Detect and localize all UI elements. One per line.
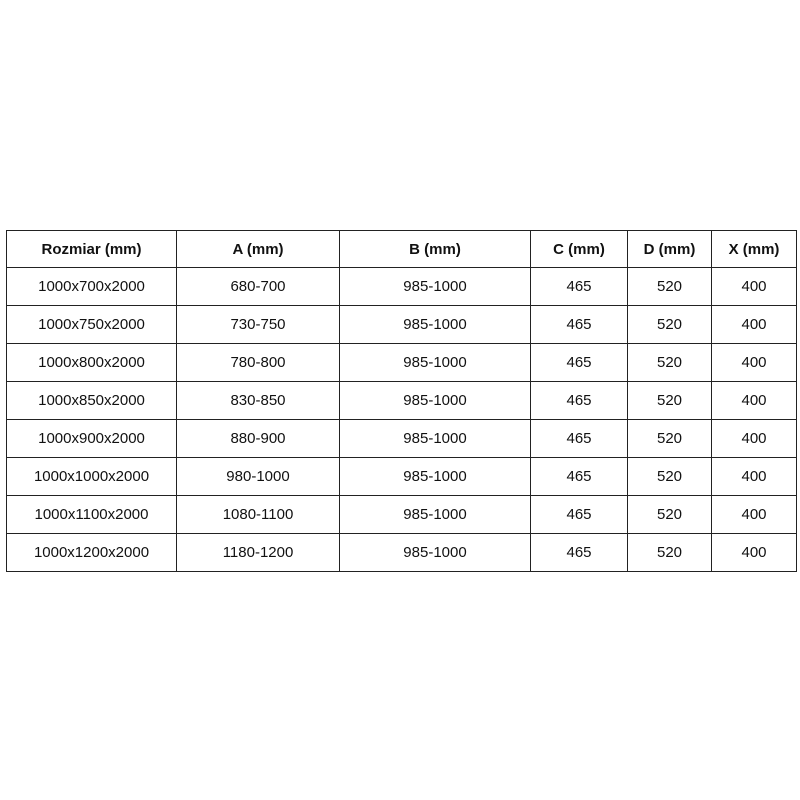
column-header-a: A (mm) xyxy=(176,230,340,268)
cell-c: 465 xyxy=(530,305,628,344)
cell-x: 400 xyxy=(711,533,797,572)
cell-size: 1000x900x2000 xyxy=(6,419,177,458)
cell-b: 985-1000 xyxy=(339,457,531,496)
cell-c: 465 xyxy=(530,533,628,572)
cell-a: 780-800 xyxy=(176,343,340,382)
table-row: 1000x750x2000 730-750 985-1000 465 520 400 xyxy=(6,305,797,344)
cell-d: 520 xyxy=(627,533,712,572)
cell-b: 985-1000 xyxy=(339,419,531,458)
cell-d: 520 xyxy=(627,343,712,382)
table-row: 1000x900x2000 880-900 985-1000 465 520 400 xyxy=(6,419,797,458)
cell-c: 465 xyxy=(530,267,628,306)
cell-b: 985-1000 xyxy=(339,305,531,344)
cell-c: 465 xyxy=(530,419,628,458)
cell-b: 985-1000 xyxy=(339,533,531,572)
cell-size: 1000x800x2000 xyxy=(6,343,177,382)
table-row: 1000x1000x2000 980-1000 985-1000 465 520 400 xyxy=(6,457,797,496)
cell-c: 465 xyxy=(530,495,628,534)
cell-d: 520 xyxy=(627,419,712,458)
column-header-size: Rozmiar (mm) xyxy=(6,230,177,268)
cell-x: 400 xyxy=(711,267,797,306)
cell-b: 985-1000 xyxy=(339,495,531,534)
cell-x: 400 xyxy=(711,419,797,458)
cell-size: 1000x1000x2000 xyxy=(6,457,177,496)
cell-x: 400 xyxy=(711,305,797,344)
cell-b: 985-1000 xyxy=(339,381,531,420)
column-header-b: B (mm) xyxy=(339,230,531,268)
cell-a: 830-850 xyxy=(176,381,340,420)
cell-a: 730-750 xyxy=(176,305,340,344)
header-row: Rozmiar (mm) A (mm) B (mm) C (mm) D (mm) X (m… xyxy=(6,230,797,268)
cell-d: 520 xyxy=(627,305,712,344)
cell-d: 520 xyxy=(627,381,712,420)
table-row: 1000x700x2000 680-700 985-1000 465 520 400 xyxy=(6,267,797,306)
cell-size: 1000x850x2000 xyxy=(6,381,177,420)
cell-x: 400 xyxy=(711,381,797,420)
cell-b: 985-1000 xyxy=(339,267,531,306)
cell-size: 1000x700x2000 xyxy=(6,267,177,306)
table-row: 1000x1100x2000 1080-1100 985-1000 465 520 400 xyxy=(6,495,797,534)
dimensions-table: Rozmiar (mm) A (mm) B (mm) C (mm) D (mm) X (m… xyxy=(6,230,797,572)
cell-size: 1000x750x2000 xyxy=(6,305,177,344)
cell-c: 465 xyxy=(530,381,628,420)
column-header-x: X (mm) xyxy=(711,230,797,268)
cell-d: 520 xyxy=(627,267,712,306)
cell-d: 520 xyxy=(627,495,712,534)
cell-d: 520 xyxy=(627,457,712,496)
cell-c: 465 xyxy=(530,457,628,496)
cell-x: 400 xyxy=(711,343,797,382)
cell-size: 1000x1200x2000 xyxy=(6,533,177,572)
table-row: 1000x800x2000 780-800 985-1000 465 520 400 xyxy=(6,343,797,382)
column-header-d: D (mm) xyxy=(627,230,712,268)
cell-x: 400 xyxy=(711,495,797,534)
cell-c: 465 xyxy=(530,343,628,382)
cell-a: 1080-1100 xyxy=(176,495,340,534)
cell-a: 1180-1200 xyxy=(176,533,340,572)
cell-b: 985-1000 xyxy=(339,343,531,382)
column-header-c: C (mm) xyxy=(530,230,628,268)
cell-x: 400 xyxy=(711,457,797,496)
cell-size: 1000x1100x2000 xyxy=(6,495,177,534)
table-row: 1000x850x2000 830-850 985-1000 465 520 400 xyxy=(6,381,797,420)
table-row: 1000x1200x2000 1180-1200 985-1000 465 520 400 xyxy=(6,533,797,572)
cell-a: 980-1000 xyxy=(176,457,340,496)
cell-a: 680-700 xyxy=(176,267,340,306)
cell-a: 880-900 xyxy=(176,419,340,458)
